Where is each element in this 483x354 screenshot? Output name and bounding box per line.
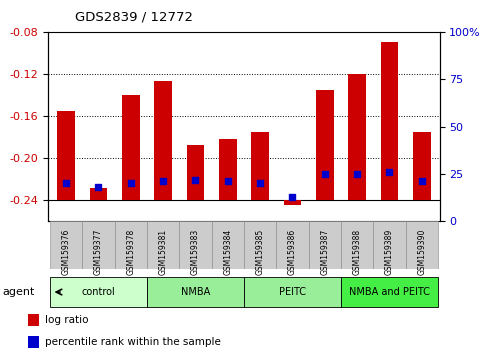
Point bbox=[224, 179, 232, 184]
Bar bbox=[373, 221, 406, 269]
Text: GSM159384: GSM159384 bbox=[223, 228, 232, 275]
Bar bbox=[341, 277, 438, 307]
Bar bbox=[147, 277, 244, 307]
Bar bbox=[413, 132, 431, 200]
Bar bbox=[244, 221, 276, 269]
Bar bbox=[316, 90, 334, 200]
Point bbox=[159, 179, 167, 184]
Bar bbox=[114, 221, 147, 269]
Point bbox=[353, 171, 361, 177]
Bar bbox=[219, 139, 237, 200]
Bar bbox=[406, 221, 438, 269]
Bar bbox=[348, 74, 366, 200]
Point bbox=[127, 181, 135, 186]
Bar bbox=[212, 221, 244, 269]
Text: PEITC: PEITC bbox=[279, 287, 306, 297]
Bar bbox=[309, 221, 341, 269]
Point bbox=[256, 181, 264, 186]
Bar bbox=[179, 221, 212, 269]
Bar bbox=[50, 221, 82, 269]
Text: percentile rank within the sample: percentile rank within the sample bbox=[45, 337, 221, 347]
Text: GDS2839 / 12772: GDS2839 / 12772 bbox=[75, 11, 193, 24]
Bar bbox=[28, 336, 40, 348]
Text: GSM159390: GSM159390 bbox=[417, 228, 426, 275]
Bar bbox=[154, 81, 172, 200]
Text: GSM159376: GSM159376 bbox=[62, 228, 71, 275]
Bar bbox=[251, 132, 269, 200]
Bar bbox=[341, 221, 373, 269]
Text: NMBA: NMBA bbox=[181, 287, 210, 297]
Point bbox=[321, 171, 328, 177]
Text: GSM159378: GSM159378 bbox=[126, 228, 135, 275]
Bar bbox=[147, 221, 179, 269]
Bar bbox=[244, 277, 341, 307]
Text: GSM159388: GSM159388 bbox=[353, 228, 362, 275]
Point bbox=[95, 184, 102, 190]
Bar bbox=[50, 277, 147, 307]
Point bbox=[385, 169, 393, 175]
Point bbox=[288, 194, 296, 199]
Text: control: control bbox=[82, 287, 115, 297]
Point bbox=[192, 177, 199, 182]
Text: GSM159386: GSM159386 bbox=[288, 228, 297, 275]
Text: GSM159389: GSM159389 bbox=[385, 228, 394, 275]
Text: NMBA and PEITC: NMBA and PEITC bbox=[349, 287, 430, 297]
Point bbox=[418, 179, 426, 184]
Text: GSM159383: GSM159383 bbox=[191, 228, 200, 275]
Bar bbox=[122, 95, 140, 200]
Bar bbox=[284, 200, 301, 205]
Bar bbox=[57, 111, 75, 200]
Bar bbox=[89, 188, 107, 200]
Text: GSM159385: GSM159385 bbox=[256, 228, 265, 275]
Text: GSM159387: GSM159387 bbox=[320, 228, 329, 275]
Text: GSM159381: GSM159381 bbox=[158, 228, 168, 275]
Text: log ratio: log ratio bbox=[45, 315, 88, 325]
Bar bbox=[28, 314, 40, 326]
Bar bbox=[82, 221, 114, 269]
Text: agent: agent bbox=[2, 287, 35, 297]
Bar bbox=[381, 42, 398, 200]
Text: GSM159377: GSM159377 bbox=[94, 228, 103, 275]
Bar bbox=[186, 145, 204, 200]
Point bbox=[62, 181, 70, 186]
Bar bbox=[276, 221, 309, 269]
